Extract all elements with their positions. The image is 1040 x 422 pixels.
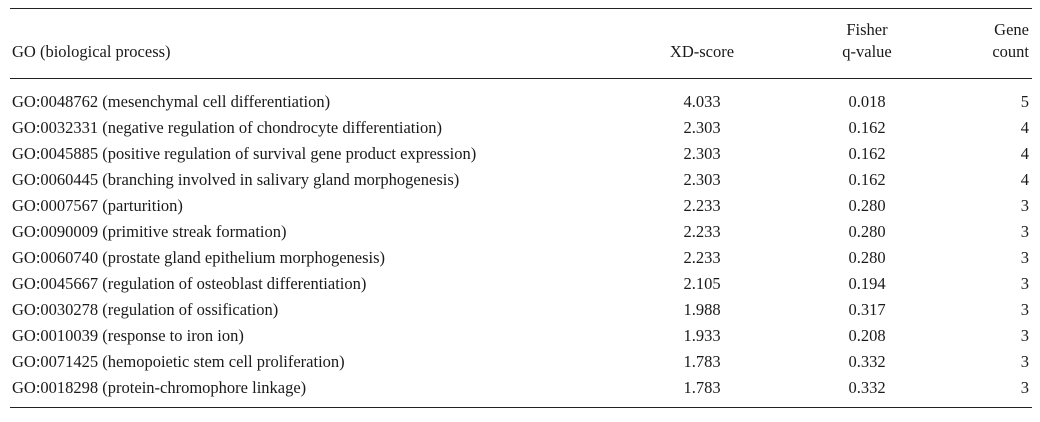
cell-gene-count: 3 <box>1020 196 1029 215</box>
table-header: GO (biological process) XD-score Fisher … <box>10 8 1032 79</box>
table-row: GO:0007567 (parturition) 2.233 0.280 3 <box>10 193 1032 219</box>
cell-gene-count: 3 <box>1020 274 1029 293</box>
table-row: GO:0090009 (primitive streak formation) … <box>10 219 1032 245</box>
cell-go-term: GO:0045667 (regulation of osteoblast dif… <box>12 274 367 293</box>
cell-gene-count: 3 <box>1020 352 1029 371</box>
cell-go-term: GO:0090009 (primitive streak formation) <box>12 222 287 241</box>
table-row: GO:0048762 (mesenchymal cell differentia… <box>10 79 1032 116</box>
cell-gene-count: 3 <box>1020 222 1029 241</box>
cell-gene-count: 3 <box>1020 326 1029 345</box>
table-row: GO:0032331 (negative regulation of chond… <box>10 115 1032 141</box>
cell-xd-score: 2.233 <box>683 196 721 215</box>
cell-gene-count: 3 <box>1020 378 1029 397</box>
cell-fisher-q-value: 0.208 <box>848 326 886 345</box>
header-xd-score: XD-score <box>669 42 735 61</box>
go-enrichment-table-container: GO (biological process) XD-score Fisher … <box>10 8 1032 408</box>
cell-xd-score: 1.933 <box>683 326 721 345</box>
table-row: GO:0060740 (prostate gland epithelium mo… <box>10 245 1032 271</box>
cell-xd-score: 1.783 <box>683 378 721 397</box>
go-enrichment-table: GO (biological process) XD-score Fisher … <box>10 8 1032 408</box>
cell-go-term: GO:0071425 (hemopoietic stem cell prolif… <box>12 352 345 371</box>
table-row: GO:0018298 (protein-chromophore linkage)… <box>10 375 1032 408</box>
header-go-biological-process: GO (biological process) <box>12 42 171 61</box>
cell-xd-score: 2.233 <box>683 222 721 241</box>
table-body: GO:0048762 (mesenchymal cell differentia… <box>10 79 1032 408</box>
header-row: GO (biological process) XD-score Fisher … <box>10 8 1032 79</box>
cell-fisher-q-value: 0.317 <box>848 300 886 319</box>
cell-go-term: GO:0030278 (regulation of ossification) <box>12 300 279 319</box>
cell-xd-score: 4.033 <box>683 92 721 111</box>
cell-go-term: GO:0060445 (branching involved in saliva… <box>12 170 460 189</box>
cell-go-term: GO:0032331 (negative regulation of chond… <box>12 118 442 137</box>
cell-fisher-q-value: 0.332 <box>848 352 886 371</box>
cell-xd-score: 1.783 <box>683 352 721 371</box>
table-row: GO:0030278 (regulation of ossification) … <box>10 297 1032 323</box>
cell-xd-score: 1.988 <box>683 300 721 319</box>
cell-gene-count: 4 <box>1020 170 1029 189</box>
cell-fisher-q-value: 0.280 <box>848 222 886 241</box>
cell-xd-score: 2.303 <box>683 118 721 137</box>
table-row: GO:0045667 (regulation of osteoblast dif… <box>10 271 1032 297</box>
header-fisher-line1: Fisher <box>846 20 888 39</box>
table-row: GO:0071425 (hemopoietic stem cell prolif… <box>10 349 1032 375</box>
cell-gene-count: 3 <box>1020 248 1029 267</box>
cell-xd-score: 2.233 <box>683 248 721 267</box>
cell-go-term: GO:0010039 (response to iron ion) <box>12 326 244 345</box>
cell-go-term: GO:0045885 (positive regulation of survi… <box>12 144 477 163</box>
cell-xd-score: 2.105 <box>683 274 721 293</box>
header-gene-count: Gene count <box>942 9 1032 79</box>
cell-go-term: GO:0048762 (mesenchymal cell differentia… <box>12 92 331 111</box>
cell-fisher-q-value: 0.162 <box>848 144 886 163</box>
header-gene-line1: Gene <box>994 20 1029 39</box>
cell-fisher-q-value: 0.018 <box>848 92 886 111</box>
cell-gene-count: 4 <box>1020 144 1029 163</box>
cell-fisher-q-value: 0.280 <box>848 248 886 267</box>
header-gene-line2: count <box>992 42 1029 61</box>
cell-fisher-q-value: 0.194 <box>848 274 886 293</box>
cell-go-term: GO:0060740 (prostate gland epithelium mo… <box>12 248 386 267</box>
cell-go-term: GO:0018298 (protein-chromophore linkage) <box>12 378 307 397</box>
cell-gene-count: 4 <box>1020 118 1029 137</box>
cell-gene-count: 3 <box>1020 300 1029 319</box>
table-row: GO:0010039 (response to iron ion) 1.933 … <box>10 323 1032 349</box>
cell-fisher-q-value: 0.332 <box>848 378 886 397</box>
cell-xd-score: 2.303 <box>683 144 721 163</box>
cell-xd-score: 2.303 <box>683 170 721 189</box>
header-fisher-line2: q-value <box>842 42 892 61</box>
table-row: GO:0060445 (branching involved in saliva… <box>10 167 1032 193</box>
cell-fisher-q-value: 0.280 <box>848 196 886 215</box>
cell-gene-count: 5 <box>1020 92 1029 111</box>
cell-fisher-q-value: 0.162 <box>848 118 886 137</box>
header-fisher-q-value: Fisher q-value <box>792 9 942 79</box>
table-row: GO:0045885 (positive regulation of survi… <box>10 141 1032 167</box>
cell-fisher-q-value: 0.162 <box>848 170 886 189</box>
cell-go-term: GO:0007567 (parturition) <box>12 196 183 215</box>
